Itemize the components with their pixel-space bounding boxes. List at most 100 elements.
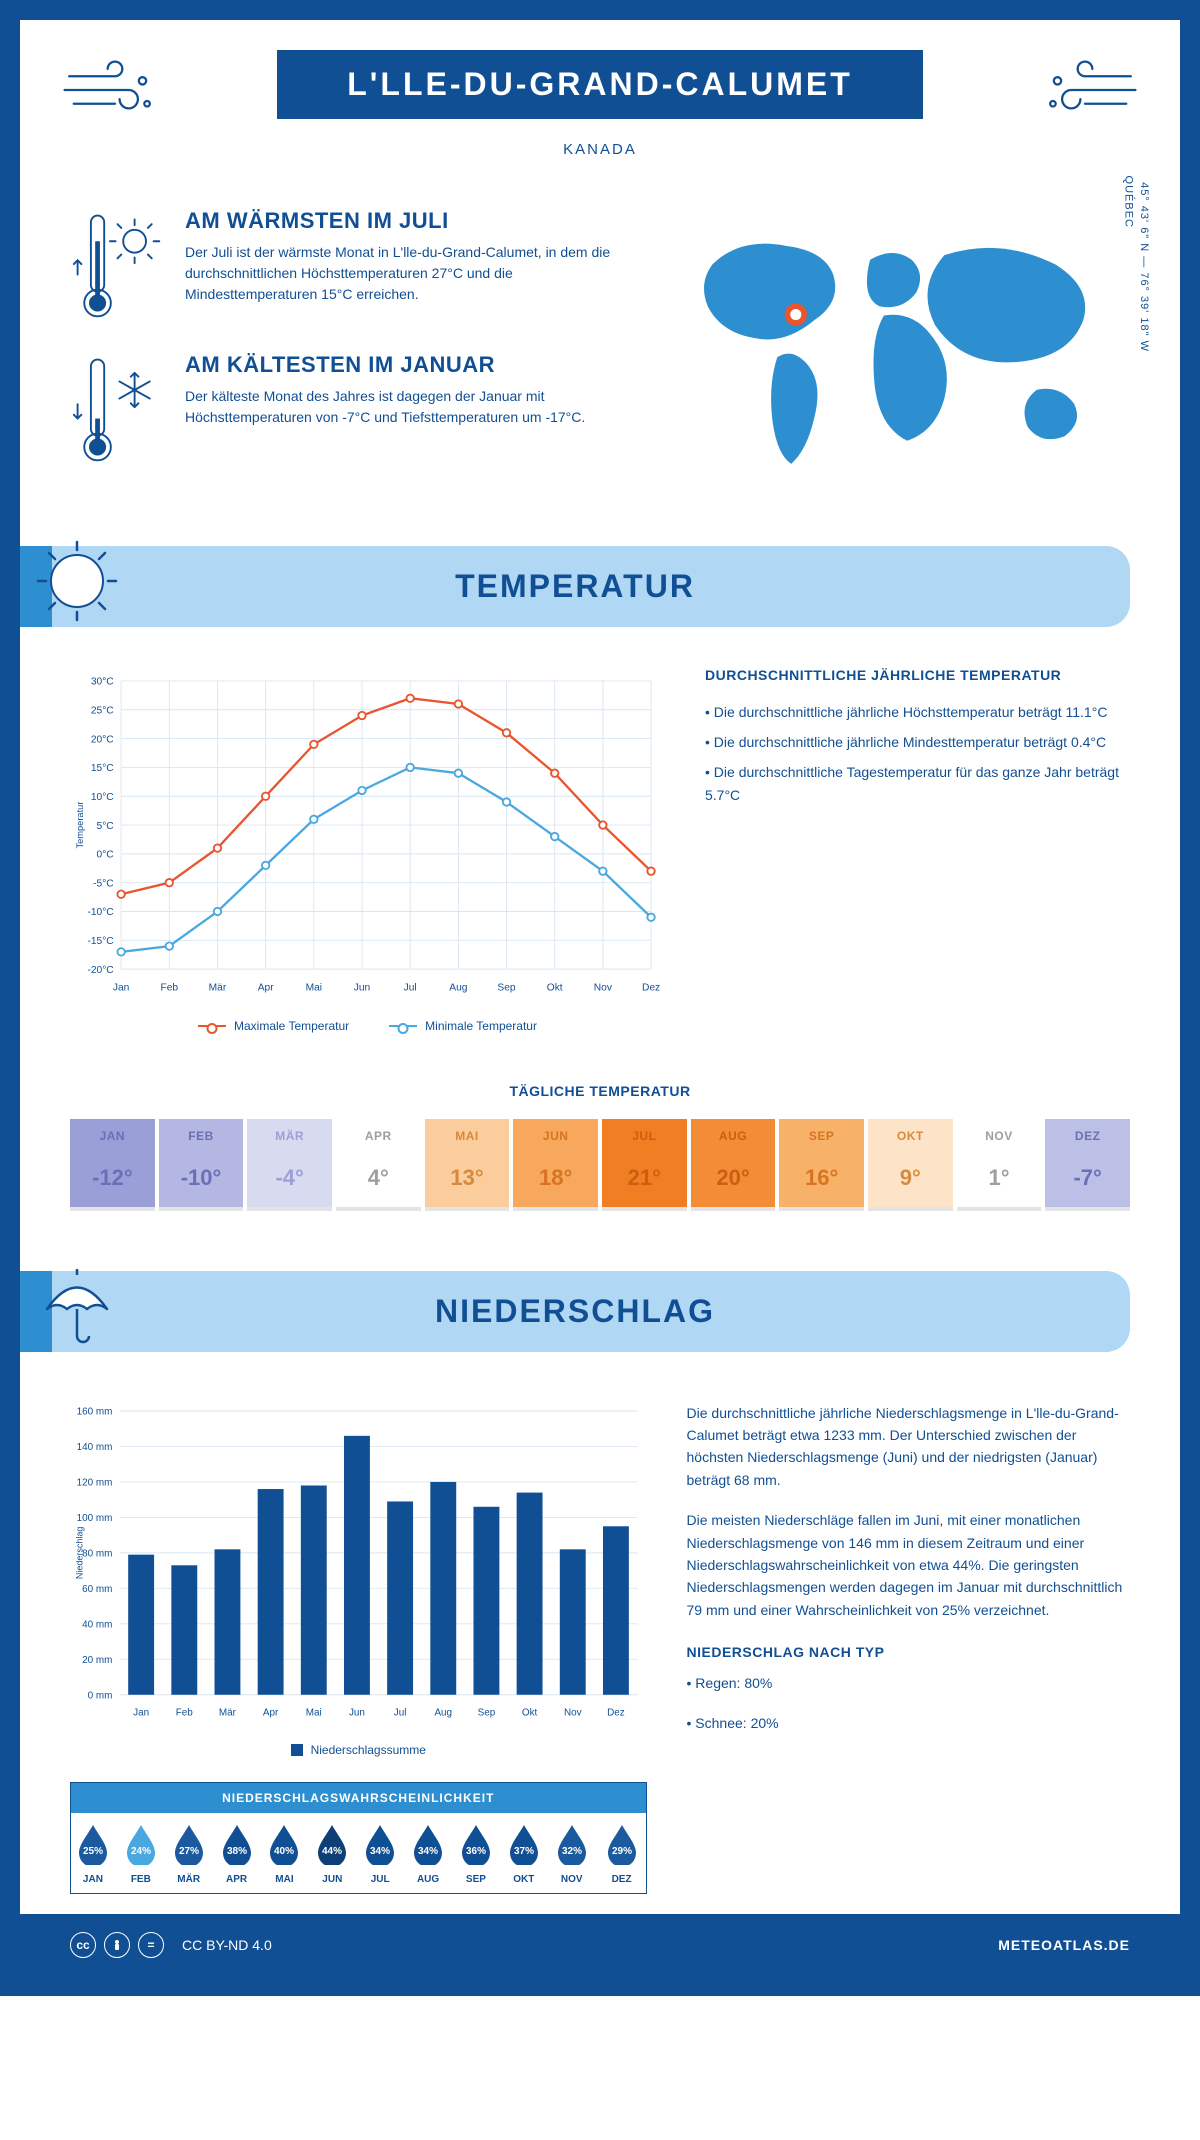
svg-text:20°C: 20°C	[91, 734, 114, 745]
svg-text:Jul: Jul	[394, 1707, 407, 1718]
svg-text:Temperatur: Temperatur	[75, 802, 85, 849]
prob-cell: 37% OKT	[502, 1813, 550, 1893]
coldest-heading: AM KÄLTESTEN IM JANUAR	[185, 352, 626, 378]
svg-text:Apr: Apr	[263, 1707, 279, 1718]
svg-text:24%: 24%	[131, 1846, 151, 1857]
svg-text:20 mm: 20 mm	[82, 1655, 112, 1666]
temp-bullet: • Die durchschnittliche jährliche Höchst…	[705, 701, 1130, 725]
prob-cell: 25% JAN	[71, 1813, 119, 1893]
daily-temp-title: TÄGLICHE TEMPERATUR	[20, 1083, 1180, 1099]
svg-text:140 mm: 140 mm	[77, 1442, 113, 1453]
temp-bullet: • Die durchschnittliche Tagestemperatur …	[705, 761, 1130, 809]
svg-text:Jul: Jul	[404, 983, 417, 994]
svg-text:Aug: Aug	[434, 1707, 452, 1718]
daily-temp-cell: JUN 18°	[513, 1119, 598, 1211]
prob-cell: 29% DEZ	[598, 1813, 646, 1893]
svg-text:10°C: 10°C	[91, 792, 114, 803]
svg-text:Jun: Jun	[354, 983, 371, 994]
svg-text:38%: 38%	[227, 1846, 247, 1857]
raindrop-icon: 34%	[363, 1823, 397, 1865]
prob-cell: 27% MÄR	[167, 1813, 215, 1893]
svg-text:Sep: Sep	[478, 1707, 496, 1718]
daily-temp-table: JAN -12° FEB -10° MÄR -4° APR 4° MAI 13°…	[20, 1119, 1180, 1251]
svg-text:34%: 34%	[370, 1846, 390, 1857]
raindrop-icon: 44%	[315, 1823, 349, 1865]
svg-text:160 mm: 160 mm	[77, 1406, 113, 1417]
umbrella-icon	[32, 1261, 122, 1351]
raindrop-icon: 24%	[124, 1823, 158, 1865]
precip-type-bullet: • Regen: 80%	[687, 1672, 1130, 1694]
svg-text:Mär: Mär	[219, 1707, 237, 1718]
svg-text:Jan: Jan	[133, 1707, 149, 1718]
thermometer-snow-icon	[70, 352, 165, 466]
country-label: KANADA	[60, 141, 1140, 158]
legend-min-label: Minimale Temperatur	[425, 1019, 537, 1033]
by-icon	[104, 1932, 130, 1958]
svg-text:30°C: 30°C	[91, 677, 114, 688]
svg-text:Aug: Aug	[449, 983, 467, 994]
warmest-body: Der Juli ist der wärmste Monat in L'lle-…	[185, 242, 626, 305]
svg-text:27%: 27%	[179, 1846, 199, 1857]
prob-cell: 34% JUL	[358, 1813, 406, 1893]
prob-cell: 38% APR	[215, 1813, 263, 1893]
temp-bullet: • Die durchschnittliche jährliche Mindes…	[705, 731, 1130, 755]
svg-text:0 mm: 0 mm	[88, 1690, 113, 1701]
svg-text:Jun: Jun	[349, 1707, 365, 1718]
svg-text:Apr: Apr	[258, 983, 274, 994]
wind-icon-left	[60, 50, 170, 130]
svg-text:-10°C: -10°C	[87, 907, 113, 918]
header: L'LLE-DU-GRAND-CALUMET KANADA	[20, 20, 1180, 178]
svg-text:5°C: 5°C	[97, 821, 114, 832]
temperature-title: TEMPERATUR	[455, 568, 695, 604]
license-text: CC BY-ND 4.0	[182, 1937, 272, 1953]
raindrop-icon: 38%	[220, 1823, 254, 1865]
intro-section: AM WÄRMSTEN IM JULI Der Juli ist der wär…	[20, 178, 1180, 526]
temperature-summary: DURCHSCHNITTLICHE JÄHRLICHE TEMPERATUR •…	[705, 667, 1130, 1033]
svg-text:44%: 44%	[322, 1846, 342, 1857]
precip-probability-box: NIEDERSCHLAGSWAHRSCHEINLICHKEIT 25% JAN …	[70, 1782, 647, 1894]
site-credit: METEOATLAS.DE	[998, 1937, 1130, 1953]
daily-temp-cell: FEB -10°	[159, 1119, 244, 1211]
daily-temp-cell: MÄR -4°	[247, 1119, 332, 1211]
footer: cc = CC BY-ND 4.0 METEOATLAS.DE	[20, 1914, 1180, 1976]
precipitation-chart: 0 mm20 mm40 mm60 mm80 mm100 mm120 mm140 …	[70, 1402, 647, 1726]
svg-text:Niederschlag: Niederschlag	[75, 1526, 85, 1579]
prob-title: NIEDERSCHLAGSWAHRSCHEINLICHKEIT	[71, 1783, 646, 1813]
coldest-body: Der kälteste Monat des Jahres ist dagege…	[185, 386, 626, 428]
svg-text:Mär: Mär	[209, 983, 227, 994]
svg-text:36%: 36%	[466, 1846, 486, 1857]
precipitation-summary: Die durchschnittliche jährliche Niedersc…	[687, 1402, 1130, 1894]
svg-text:32%: 32%	[562, 1846, 582, 1857]
svg-text:Feb: Feb	[161, 983, 179, 994]
daily-temp-cell: APR 4°	[336, 1119, 421, 1211]
daily-temp-cell: OKT 9°	[868, 1119, 953, 1211]
svg-text:Dez: Dez	[607, 1707, 625, 1718]
wind-icon-right	[1030, 50, 1140, 130]
temperature-chart: -20°C-15°C-10°C-5°C0°C5°C10°C15°C20°C25°…	[70, 667, 665, 1033]
raindrop-icon: 36%	[459, 1823, 493, 1865]
prob-cell: 40% MAI	[263, 1813, 311, 1893]
daily-temp-cell: DEZ -7°	[1045, 1119, 1130, 1211]
raindrop-icon: 34%	[411, 1823, 445, 1865]
warmest-fact: AM WÄRMSTEN IM JULI Der Juli ist der wär…	[70, 208, 626, 322]
svg-text:Okt: Okt	[547, 983, 563, 994]
precipitation-legend: Niederschlagssumme	[70, 1743, 647, 1757]
nd-icon: =	[138, 1932, 164, 1958]
precip-legend-label: Niederschlagssumme	[311, 1743, 426, 1757]
svg-text:Mai: Mai	[306, 983, 322, 994]
precip-type-heading: NIEDERSCHLAG NACH TYP	[687, 1641, 1130, 1663]
svg-text:Dez: Dez	[642, 983, 660, 994]
region-label: QUÉBEC	[1122, 176, 1134, 228]
svg-text:Feb: Feb	[176, 1707, 194, 1718]
daily-temp-cell: JUL 21°	[602, 1119, 687, 1211]
svg-text:Nov: Nov	[594, 983, 613, 994]
daily-temp-cell: AUG 20°	[691, 1119, 776, 1211]
raindrop-icon: 29%	[605, 1823, 639, 1865]
daily-temp-cell: NOV 1°	[957, 1119, 1042, 1211]
prob-cell: 36% SEP	[454, 1813, 502, 1893]
location-marker	[788, 306, 805, 323]
svg-text:100 mm: 100 mm	[77, 1513, 113, 1524]
svg-text:15°C: 15°C	[91, 763, 114, 774]
raindrop-icon: 37%	[507, 1823, 541, 1865]
svg-text:-5°C: -5°C	[93, 878, 114, 889]
